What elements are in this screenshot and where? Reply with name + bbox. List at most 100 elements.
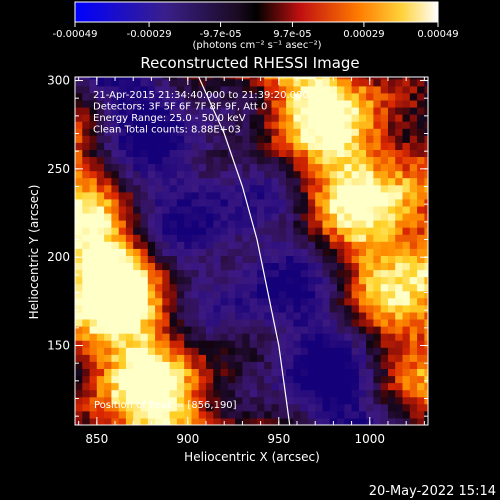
heatmap-cell xyxy=(278,326,287,334)
heatmap-cell xyxy=(169,177,178,186)
heatmap-cell xyxy=(373,121,382,129)
heatmap-cell xyxy=(125,389,134,398)
heatmap-cell xyxy=(264,78,272,87)
heatmap-cell xyxy=(220,326,229,334)
heatmap-cell xyxy=(235,290,243,299)
heatmap-cell xyxy=(322,170,331,179)
heatmap-cell xyxy=(351,304,360,313)
heatmap-cell xyxy=(235,234,243,242)
heatmap-cell xyxy=(111,184,120,193)
heatmap-cell xyxy=(329,114,338,122)
heatmap-cell xyxy=(373,375,382,384)
heatmap-cell xyxy=(198,269,207,278)
heatmap-cell xyxy=(220,389,229,398)
heatmap-cell xyxy=(417,255,425,263)
heatmap-cell xyxy=(176,403,185,412)
heatmap-cell xyxy=(249,142,258,150)
heatmap-cell xyxy=(257,142,265,150)
heatmap-cell xyxy=(424,128,428,136)
heatmap-cell xyxy=(322,128,331,136)
heatmap-cell xyxy=(140,149,149,157)
heatmap-cell xyxy=(82,269,91,278)
heatmap-cell xyxy=(213,396,222,405)
heatmap-cell xyxy=(147,100,156,108)
heatmap-cell xyxy=(395,340,403,348)
heatmap-cell xyxy=(300,283,309,292)
heatmap-cell xyxy=(140,92,149,101)
heatmap-cell xyxy=(235,156,243,165)
heatmap-cell xyxy=(424,368,428,377)
heatmap-cell xyxy=(125,191,134,200)
heatmap-cell xyxy=(271,396,280,405)
heatmap-cell xyxy=(344,184,353,193)
heatmap-cell xyxy=(264,269,272,278)
heatmap-cell xyxy=(373,389,382,398)
heatmap-cell xyxy=(271,85,280,94)
heatmap-cell xyxy=(235,297,243,306)
heatmap-cell xyxy=(417,135,425,143)
heatmap-cell xyxy=(322,184,331,193)
heatmap-cell xyxy=(395,220,403,228)
heatmap-cell xyxy=(169,396,178,405)
heatmap-cell xyxy=(300,410,309,419)
heatmap-cell xyxy=(417,77,425,80)
heatmap-cell xyxy=(89,170,98,179)
heatmap-cell xyxy=(402,156,411,165)
heatmap-cell xyxy=(344,149,353,157)
heatmap-cell xyxy=(388,198,396,207)
heatmap-cell xyxy=(133,326,141,334)
heatmap-cell xyxy=(235,85,243,94)
heatmap-cell xyxy=(169,403,178,412)
heatmap-cell xyxy=(118,135,127,143)
heatmap-cell xyxy=(242,92,251,101)
heatmap-cell xyxy=(104,262,112,271)
heatmap-cell xyxy=(395,361,403,369)
heatmap-cell xyxy=(402,368,411,377)
heatmap-cell xyxy=(329,135,338,143)
heatmap-cell xyxy=(206,100,214,108)
heatmap-cell xyxy=(249,410,258,419)
heatmap-cell xyxy=(220,184,229,193)
heatmap-cell xyxy=(366,333,374,341)
heatmap-cell xyxy=(271,255,280,263)
heatmap-cell xyxy=(264,375,272,384)
heatmap-cell xyxy=(111,304,120,313)
heatmap-cell xyxy=(140,354,149,362)
heatmap-cell xyxy=(75,333,83,341)
heatmap-cell xyxy=(315,100,323,108)
heatmap-cell xyxy=(249,78,258,87)
heatmap-cell xyxy=(264,114,272,122)
heatmap-cell xyxy=(344,100,353,108)
heatmap-cell xyxy=(424,135,428,143)
heatmap-cell xyxy=(322,220,331,228)
heatmap-cell xyxy=(133,354,141,362)
heatmap-cell xyxy=(388,220,396,228)
heatmap-cell xyxy=(198,403,207,412)
heatmap-cell xyxy=(249,170,258,179)
heatmap-cell xyxy=(75,262,83,271)
heatmap-cell xyxy=(104,191,112,200)
heatmap-cell xyxy=(133,107,141,115)
heatmap-cell xyxy=(206,304,214,313)
heatmap-cell xyxy=(264,326,272,334)
heatmap-cell xyxy=(155,234,163,242)
heatmap-cell xyxy=(206,170,214,179)
heatmap-cell xyxy=(213,375,222,384)
heatmap-cell xyxy=(300,361,309,369)
heatmap-cell xyxy=(366,389,374,398)
heatmap-cell xyxy=(235,191,243,200)
heatmap-cell xyxy=(155,304,163,313)
heatmap-cell xyxy=(242,269,251,278)
heatmap-cell xyxy=(140,304,149,313)
heatmap-cell xyxy=(417,262,425,271)
heatmap-cell xyxy=(264,92,272,101)
heatmap-cell xyxy=(249,213,258,221)
heatmap-cell xyxy=(366,184,374,193)
heatmap-cell xyxy=(380,389,389,398)
heatmap-cell xyxy=(75,206,83,214)
heatmap-cell xyxy=(198,248,207,256)
heatmap-cell xyxy=(286,206,294,214)
heatmap-cell xyxy=(162,375,171,384)
heatmap-cell xyxy=(264,297,272,306)
heatmap-cell xyxy=(395,213,403,221)
